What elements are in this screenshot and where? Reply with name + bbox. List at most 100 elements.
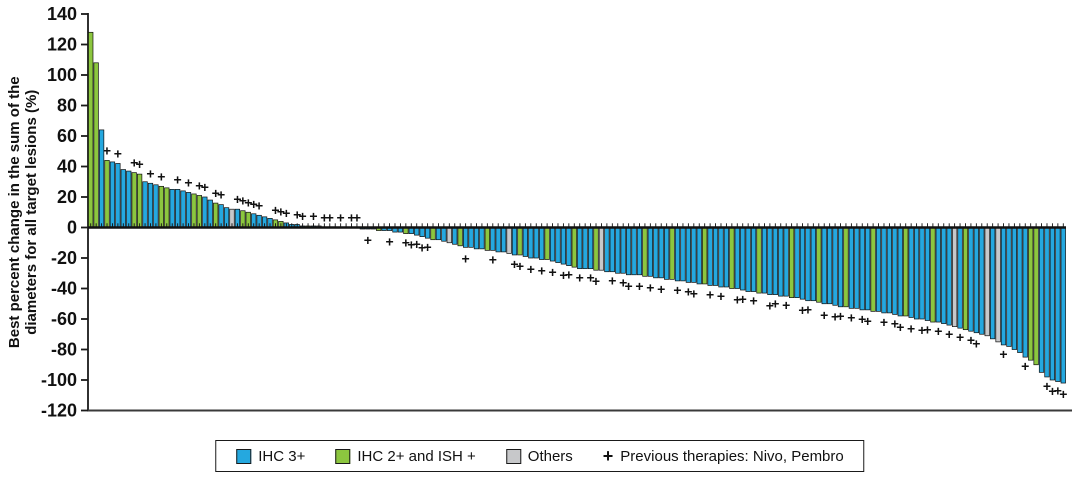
bar bbox=[1055, 227, 1061, 382]
bar bbox=[908, 227, 914, 318]
bar bbox=[837, 227, 844, 308]
previous-therapy-plus-marker: + bbox=[880, 314, 888, 330]
bar bbox=[501, 227, 507, 253]
previous-therapy-plus-marker: + bbox=[146, 165, 154, 181]
bar bbox=[147, 182, 154, 228]
bar bbox=[761, 227, 768, 294]
bar bbox=[577, 227, 583, 270]
y-axis-title: diameters for all target lesions (%) bbox=[23, 90, 40, 335]
previous-therapy-plus-marker: + bbox=[282, 205, 290, 221]
bar bbox=[153, 184, 159, 228]
previous-therapy-plus-marker: + bbox=[364, 232, 372, 248]
bar bbox=[930, 227, 936, 323]
bar bbox=[549, 227, 556, 262]
y-tick-label: -120 bbox=[41, 401, 77, 421]
bar bbox=[756, 227, 762, 294]
bar bbox=[555, 227, 561, 263]
bar bbox=[810, 227, 816, 302]
others-color-swatch bbox=[505, 448, 521, 464]
previous-therapy-plus-marker: + bbox=[657, 281, 665, 297]
bar bbox=[1022, 227, 1028, 358]
previous-therapy-plus-marker: + bbox=[299, 208, 307, 224]
bar bbox=[740, 227, 746, 291]
bar bbox=[984, 227, 990, 337]
previous-therapy-plus-marker: + bbox=[918, 322, 926, 338]
previous-therapy-plus-marker: + bbox=[217, 187, 225, 203]
bar bbox=[924, 227, 931, 321]
bar bbox=[196, 195, 203, 228]
bar bbox=[778, 227, 784, 297]
bar bbox=[870, 227, 876, 312]
previous-therapy-plus-marker: + bbox=[103, 142, 111, 158]
bar bbox=[560, 227, 567, 265]
y-tick-label: 20 bbox=[57, 187, 77, 207]
previous-therapy-plus-marker: + bbox=[413, 236, 421, 252]
bar bbox=[175, 189, 181, 228]
bar bbox=[522, 227, 528, 257]
previous-therapy-plus-marker: + bbox=[820, 307, 828, 323]
bar bbox=[468, 227, 474, 248]
legend-item-ihc2-ish: IHC 2+ and ISH + bbox=[335, 448, 476, 465]
previous-therapy-plus-marker: + bbox=[706, 286, 714, 302]
bar bbox=[712, 227, 719, 286]
plus-marker-icon: + bbox=[602, 445, 614, 466]
bar bbox=[680, 227, 686, 282]
bar bbox=[642, 227, 648, 277]
previous-therapy-plus-marker: + bbox=[337, 210, 345, 226]
bar bbox=[479, 227, 485, 250]
bar bbox=[772, 227, 778, 295]
previous-therapy-plus-marker: + bbox=[1054, 383, 1062, 399]
bar bbox=[424, 227, 431, 239]
y-tick-label: -20 bbox=[51, 248, 77, 268]
bar bbox=[848, 227, 854, 309]
previous-therapy-plus-marker: + bbox=[733, 292, 741, 308]
bar bbox=[120, 169, 126, 228]
previous-therapy-plus-marker: + bbox=[250, 196, 258, 212]
bar bbox=[484, 227, 490, 251]
previous-therapy-plus-marker: + bbox=[646, 279, 654, 295]
y-tick-label: 120 bbox=[47, 35, 77, 55]
previous-therapy-plus-marker: + bbox=[326, 210, 334, 226]
bar bbox=[126, 170, 132, 228]
bar bbox=[1000, 227, 1007, 346]
bar bbox=[1017, 227, 1023, 353]
previous-therapy-plus-marker: + bbox=[891, 315, 899, 331]
bar bbox=[506, 227, 512, 254]
previous-therapy-plus-marker: + bbox=[592, 273, 600, 289]
bar bbox=[1006, 227, 1012, 347]
bar bbox=[859, 227, 865, 311]
previous-therapy-plus-marker: + bbox=[347, 210, 355, 226]
bar bbox=[615, 227, 621, 274]
bar bbox=[495, 227, 501, 253]
bar bbox=[137, 173, 143, 228]
bar bbox=[691, 227, 697, 283]
bar bbox=[919, 227, 925, 320]
bar bbox=[88, 31, 94, 228]
previous-therapy-plus-marker: + bbox=[798, 302, 806, 318]
y-tick-label: -80 bbox=[51, 340, 77, 360]
bar bbox=[164, 187, 170, 228]
previous-therapy-plus-marker: + bbox=[1048, 383, 1056, 399]
bar bbox=[604, 227, 610, 273]
y-tick-label: -40 bbox=[51, 279, 77, 299]
bar bbox=[821, 227, 827, 305]
previous-therapy-plus-marker: + bbox=[864, 313, 872, 329]
bar bbox=[653, 227, 659, 279]
previous-therapy-plus-marker: + bbox=[353, 210, 361, 226]
bar bbox=[435, 227, 442, 241]
legend-label-ihc3: IHC 3+ bbox=[258, 447, 306, 465]
bar bbox=[941, 227, 947, 324]
legend-item-ihc3: IHC 3+ bbox=[236, 448, 305, 465]
previous-therapy-plus-marker: + bbox=[673, 282, 681, 298]
bar bbox=[685, 227, 691, 283]
previous-therapy-plus-marker: + bbox=[423, 239, 431, 255]
previous-therapy-plus-marker: + bbox=[635, 278, 643, 294]
previous-therapy-plus-marker: + bbox=[114, 145, 122, 161]
bar bbox=[990, 227, 996, 340]
bar bbox=[202, 196, 208, 228]
previous-therapy-plus-marker: + bbox=[739, 291, 747, 307]
bar bbox=[1060, 227, 1066, 384]
bar bbox=[511, 227, 518, 256]
previous-therapy-plus-marker: + bbox=[586, 270, 594, 286]
bar bbox=[658, 227, 664, 279]
